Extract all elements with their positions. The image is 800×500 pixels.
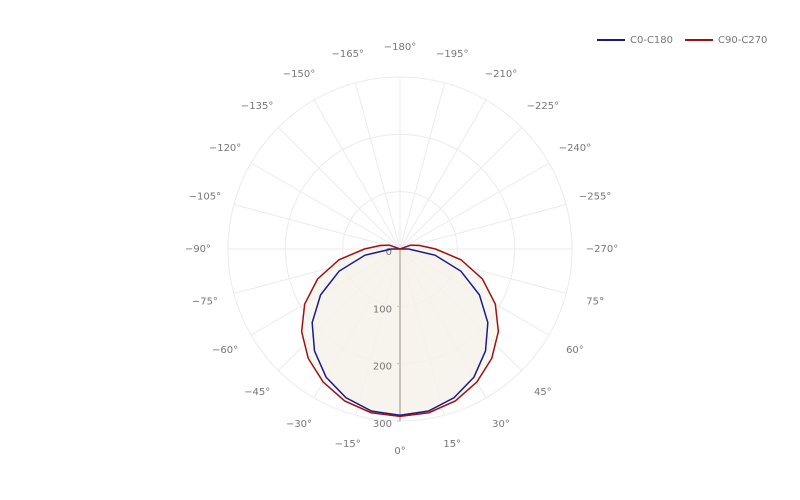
radial-tick-label: 300 <box>373 419 392 430</box>
theta-tick-label: −195° <box>436 49 468 60</box>
theta-tick-label: −165° <box>331 49 363 60</box>
theta-tick-label: −225° <box>527 101 559 112</box>
theta-tick-label: −60° <box>212 345 238 356</box>
grid-spoke <box>399 204 567 250</box>
legend-label: C0-C180 <box>630 35 673 46</box>
theta-tick-label: 60° <box>566 345 584 356</box>
grid-spoke <box>399 162 550 250</box>
theta-tick-label: 0° <box>394 446 405 457</box>
theta-tick-label: −75° <box>192 296 218 307</box>
theta-tick-label: −105° <box>189 192 221 203</box>
theta-tick-label: −45° <box>244 387 270 398</box>
grid-spoke <box>313 99 401 250</box>
theta-tick-label: 30° <box>492 419 510 430</box>
series-line <box>311 248 489 417</box>
radial-tick-label: 100 <box>373 304 392 315</box>
grid-spoke <box>355 82 401 250</box>
grid-spoke <box>278 127 401 250</box>
theta-tick-label: 75° <box>586 296 604 307</box>
theta-tick-label: −210° <box>485 69 517 80</box>
theta-tick-label: −255° <box>579 192 611 203</box>
theta-tick-label: −15° <box>335 439 361 450</box>
theta-tick-label: 45° <box>534 387 552 398</box>
radial-tick-label: 200 <box>373 362 392 373</box>
grid-spoke <box>399 99 487 250</box>
series-line <box>300 244 500 418</box>
theta-tick-label: −180° <box>384 42 416 53</box>
theta-tick-label: −135° <box>241 101 273 112</box>
grid-spoke <box>399 127 522 250</box>
radial-tick-label: 0 <box>386 247 392 258</box>
grid-spoke <box>399 82 445 250</box>
theta-tick-label: −120° <box>209 143 241 154</box>
theta-tick-label: −30° <box>286 419 312 430</box>
theta-tick-label: −240° <box>559 143 591 154</box>
theta-tick-label: −150° <box>283 69 315 80</box>
theta-tick-label: −270° <box>586 244 618 255</box>
theta-tick-label: 15° <box>443 439 461 450</box>
theta-tick-label: −90° <box>185 244 211 255</box>
grid-spoke <box>250 162 401 250</box>
legend-label: C90-C270 <box>718 35 767 46</box>
grid-spoke <box>233 204 401 250</box>
